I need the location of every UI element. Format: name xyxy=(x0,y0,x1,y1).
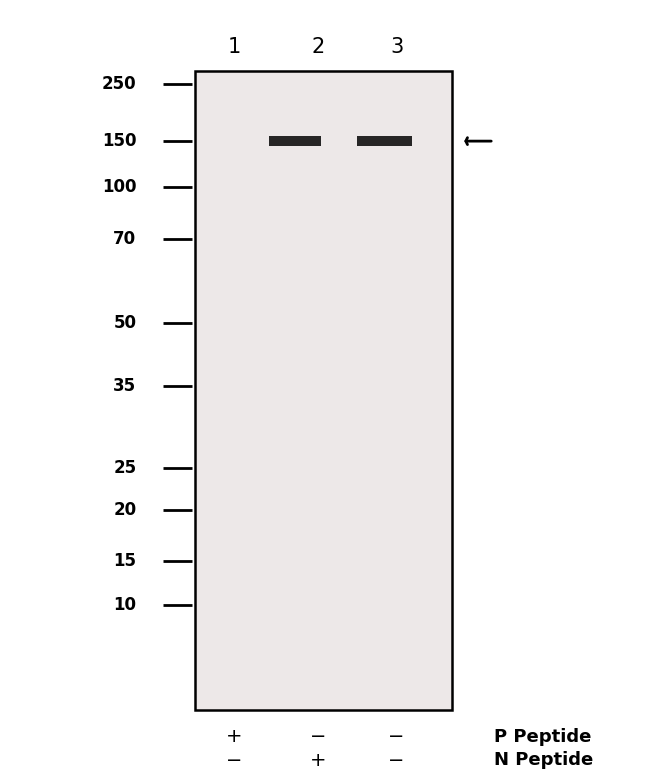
Bar xyxy=(356,136,412,147)
Text: 15: 15 xyxy=(114,553,136,570)
Text: 150: 150 xyxy=(102,132,136,150)
Bar xyxy=(269,136,321,147)
Text: 100: 100 xyxy=(102,178,136,195)
Text: 25: 25 xyxy=(113,459,136,477)
Text: 50: 50 xyxy=(114,314,136,332)
Text: 20: 20 xyxy=(113,501,136,518)
Bar xyxy=(195,71,452,710)
Text: 2: 2 xyxy=(312,37,325,57)
Text: 250: 250 xyxy=(102,75,136,93)
Text: +: + xyxy=(226,728,242,746)
Text: −: − xyxy=(388,751,405,770)
Text: −: − xyxy=(388,728,405,746)
Text: N Peptide: N Peptide xyxy=(494,752,593,769)
Text: 3: 3 xyxy=(390,37,403,57)
Text: −: − xyxy=(310,728,327,746)
Text: 10: 10 xyxy=(114,597,136,614)
Text: P Peptide: P Peptide xyxy=(494,728,592,746)
Text: 70: 70 xyxy=(113,230,136,248)
Text: 35: 35 xyxy=(113,377,136,394)
Text: −: − xyxy=(226,751,242,770)
Text: +: + xyxy=(310,751,327,770)
Text: 1: 1 xyxy=(227,37,240,57)
